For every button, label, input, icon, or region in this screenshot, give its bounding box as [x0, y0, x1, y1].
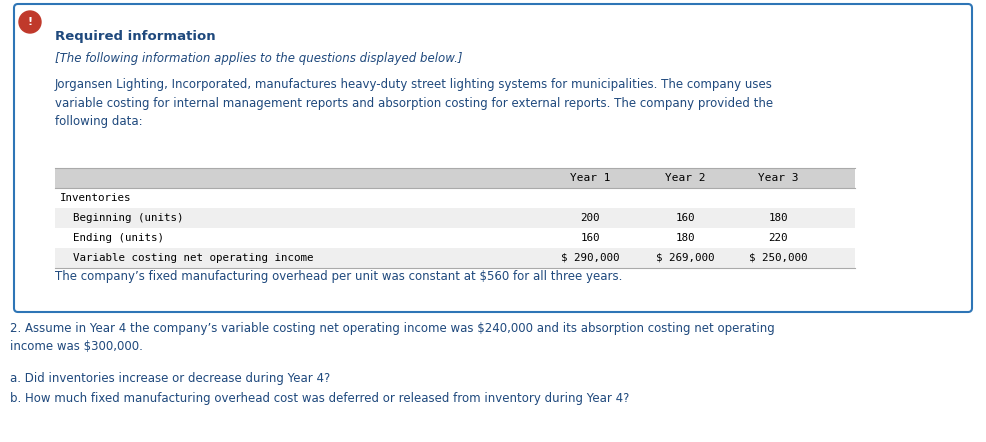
- FancyBboxPatch shape: [55, 168, 855, 188]
- Text: b. How much fixed manufacturing overhead cost was deferred or released from inve: b. How much fixed manufacturing overhead…: [10, 392, 629, 405]
- Text: 180: 180: [768, 213, 788, 223]
- FancyBboxPatch shape: [55, 248, 855, 268]
- Text: 160: 160: [675, 213, 695, 223]
- Text: a. Did inventories increase or decrease during Year 4?: a. Did inventories increase or decrease …: [10, 372, 330, 385]
- FancyBboxPatch shape: [14, 4, 972, 312]
- Text: 160: 160: [580, 233, 599, 243]
- Text: [The following information applies to the questions displayed below.]: [The following information applies to th…: [55, 52, 462, 65]
- Text: The company’s fixed manufacturing overhead per unit was constant at $560 for all: The company’s fixed manufacturing overhe…: [55, 270, 622, 283]
- FancyBboxPatch shape: [55, 208, 855, 228]
- Text: Ending (units): Ending (units): [60, 233, 164, 243]
- Text: Year 2: Year 2: [665, 173, 705, 183]
- Text: Year 1: Year 1: [570, 173, 610, 183]
- Text: $ 290,000: $ 290,000: [561, 253, 619, 263]
- Text: 2. Assume in Year 4 the company’s variable costing net operating income was $240: 2. Assume in Year 4 the company’s variab…: [10, 322, 775, 354]
- Text: Required information: Required information: [55, 30, 216, 43]
- Text: 220: 220: [768, 233, 788, 243]
- Text: 180: 180: [675, 233, 695, 243]
- Text: $ 269,000: $ 269,000: [656, 253, 714, 263]
- Text: !: !: [28, 17, 33, 27]
- Text: Year 3: Year 3: [758, 173, 799, 183]
- Text: Inventories: Inventories: [60, 193, 131, 203]
- Text: Variable costing net operating income: Variable costing net operating income: [60, 253, 314, 263]
- Text: Beginning (units): Beginning (units): [60, 213, 183, 223]
- Circle shape: [19, 11, 41, 33]
- Text: 200: 200: [580, 213, 599, 223]
- Text: $ 250,000: $ 250,000: [748, 253, 808, 263]
- Text: Jorgansen Lighting, Incorporated, manufactures heavy-duty street lighting system: Jorgansen Lighting, Incorporated, manufa…: [55, 78, 773, 128]
